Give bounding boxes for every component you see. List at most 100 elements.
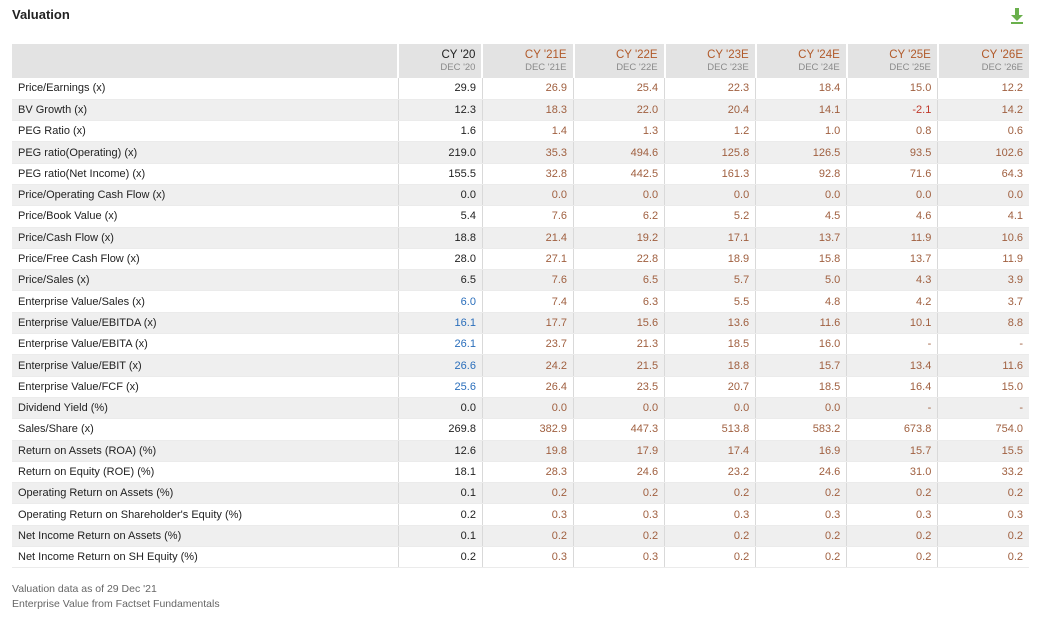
value-cell: 125.8 (664, 141, 756, 164)
row-label: Operating Return on Assets (%) (12, 482, 399, 505)
value-cell: 12.3 (397, 99, 483, 122)
value-cell: 17.7 (481, 312, 574, 335)
table-row: Price/Sales (x) 6.5 7.6 6.5 5.7 5.0 4.3 3.9 (12, 269, 1029, 292)
row-label: PEG Ratio (x) (12, 120, 399, 143)
table-row: PEG Ratio (x) 1.6 1.4 1.3 1.2 1.0 0.8 0.6 (12, 120, 1029, 143)
value-cell: 23.2 (664, 461, 756, 484)
value-cell: 3.7 (937, 290, 1029, 313)
value-cell: 5.2 (664, 205, 756, 228)
value-cell: - (937, 397, 1029, 420)
value-cell: 5.5 (664, 290, 756, 313)
value-cell: 0.2 (664, 482, 756, 505)
value-cell: 24.6 (755, 461, 847, 484)
value-cell: 219.0 (397, 141, 483, 164)
value-cell: 15.0 (937, 376, 1029, 398)
row-label: Enterprise Value/EBITA (x) (12, 333, 399, 356)
value-cell: 21.3 (573, 333, 665, 356)
value-cell: 4.3 (846, 269, 938, 292)
value-cell: 19.8 (481, 440, 574, 462)
table-row: Dividend Yield (%) 0.0 0.0 0.0 0.0 0.0- - (12, 397, 1029, 420)
value-cell: 16.0 (755, 333, 847, 356)
table-row: Enterprise Value/EBITDA (x) 16.1 17.7 15.6 1… (12, 312, 1029, 335)
value-cell: 26.9 (481, 78, 574, 100)
value-cell: 4.8 (755, 290, 847, 313)
value-cell: 14.2 (937, 99, 1029, 122)
value-cell: -2.1 (846, 99, 938, 122)
value-cell: 22.8 (573, 248, 665, 271)
value-cell: 1.2 (664, 120, 756, 143)
value-cell[interactable]: 16.1 (397, 312, 483, 335)
table-row: Operating Return on Assets (%) 0.1 0.2 0.2 0… (12, 482, 1029, 505)
download-icon[interactable] (1008, 7, 1026, 25)
table-row: PEG ratio(Net Income) (x) 155.5 32.8 442.5 1… (12, 163, 1029, 185)
value-cell[interactable]: 26.1 (397, 333, 483, 356)
table-row: Net Income Return on Assets (%) 0.1 0.2 0.2… (12, 525, 1029, 548)
table-row: Price/Book Value (x) 5.4 7.6 6.2 5.2 4.5 4.6 4.… (12, 205, 1029, 228)
row-label: PEG ratio(Net Income) (x) (12, 163, 399, 185)
value-cell: 10.1 (846, 312, 938, 335)
table-row: Price/Free Cash Flow (x) 28.0 27.1 22.8 18.9… (12, 248, 1029, 271)
value-cell: 0.0 (755, 184, 847, 207)
value-cell: 35.3 (481, 141, 574, 164)
value-cell: 754.0 (937, 418, 1029, 441)
value-cell: 0.2 (846, 525, 938, 548)
row-label: Enterprise Value/FCF (x) (12, 376, 399, 398)
value-cell[interactable]: 6.0 (397, 290, 483, 313)
value-cell: 16.4 (846, 376, 938, 398)
value-cell: 18.5 (755, 376, 847, 398)
column-header: CY '21E DEC '21E (481, 44, 574, 78)
value-cell[interactable]: 26.6 (397, 354, 483, 377)
value-cell: 0.2 (846, 482, 938, 505)
value-cell: - (846, 333, 938, 356)
value-cell: 1.6 (397, 120, 483, 143)
value-cell[interactable]: 25.6 (397, 376, 483, 398)
value-cell: 1.4 (481, 120, 574, 143)
row-label: Dividend Yield (%) (12, 397, 399, 420)
value-cell: 0.3 (481, 503, 574, 526)
column-header: CY '25E DEC '25E (845, 44, 938, 78)
row-label: Price/Earnings (x) (12, 78, 399, 100)
value-cell: 71.6 (846, 163, 938, 185)
table-row: Price/Cash Flow (x) 18.8 21.4 19.2 17.1 13.7 1… (12, 227, 1029, 249)
value-cell: 28.3 (481, 461, 574, 484)
table-row: Sales/Share (x) 269.8 382.9 447.3 513.8 583.2… (12, 418, 1029, 441)
value-cell: 269.8 (397, 418, 483, 441)
value-cell: 0.0 (664, 184, 756, 207)
table-row: PEG ratio(Operating) (x) 219.0 35.3 494.6 12… (12, 141, 1029, 164)
value-cell: 0.2 (937, 546, 1029, 569)
value-cell: 15.0 (846, 78, 938, 100)
value-cell: 0.2 (846, 546, 938, 569)
table-row: Enterprise Value/EBITA (x) 26.1 23.7 21.3 18… (12, 333, 1029, 356)
value-cell: 673.8 (846, 418, 938, 441)
value-cell: 18.5 (664, 333, 756, 356)
value-cell: 0.2 (481, 525, 574, 548)
value-cell: 18.8 (397, 227, 483, 249)
row-label: Return on Assets (ROA) (%) (12, 440, 399, 462)
value-cell: 5.4 (397, 205, 483, 228)
column-header: CY '24E DEC '24E (754, 44, 847, 78)
value-cell: 0.2 (755, 546, 847, 569)
value-cell: 155.5 (397, 163, 483, 185)
value-cell: 22.0 (573, 99, 665, 122)
table-row: BV Growth (x) 12.3 18.3 22.0 20.4 14.1 -2.1 14.… (12, 99, 1029, 122)
row-label: Enterprise Value/EBITDA (x) (12, 312, 399, 335)
table-row: Return on Equity (ROE) (%) 18.1 28.3 24.6 23… (12, 461, 1029, 484)
value-cell: 7.6 (481, 205, 574, 228)
value-cell: 0.0 (481, 397, 574, 420)
value-cell: 15.7 (755, 354, 847, 377)
table-row: Enterprise Value/EBIT (x) 26.6 24.2 21.5 18.… (12, 354, 1029, 377)
column-header: CY '20 DEC '20 (397, 44, 483, 78)
value-cell: 0.0 (573, 184, 665, 207)
value-cell: 18.8 (664, 354, 756, 377)
table-row: Price/Operating Cash Flow (x) 0.0 0.0 0.0 0.… (12, 184, 1029, 207)
value-cell: 0.0 (573, 397, 665, 420)
value-cell: 16.9 (755, 440, 847, 462)
value-cell: 0.3 (481, 546, 574, 569)
value-cell: 513.8 (664, 418, 756, 441)
value-cell: 0.0 (664, 397, 756, 420)
row-label: Price/Book Value (x) (12, 205, 399, 228)
value-cell: 0.0 (937, 184, 1029, 207)
value-cell: 21.4 (481, 227, 574, 249)
value-cell: 0.2 (664, 525, 756, 548)
value-cell: 4.6 (846, 205, 938, 228)
